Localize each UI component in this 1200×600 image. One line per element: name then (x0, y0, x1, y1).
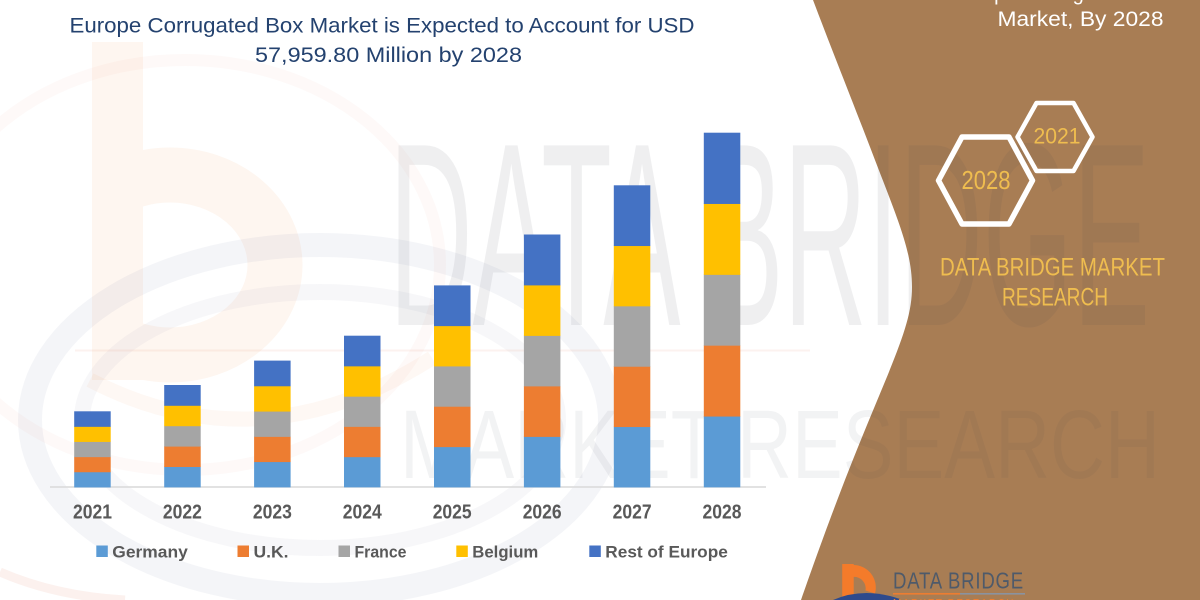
svg-text:2021: 2021 (73, 502, 112, 524)
svg-text:2026: 2026 (523, 502, 562, 524)
svg-text:Belgium: Belgium (472, 543, 538, 562)
svg-text:Europe Corrugated Box: Europe Corrugated Box (952, 0, 1164, 5)
svg-text:RESEARCH: RESEARCH (1002, 284, 1108, 312)
svg-text:2028: 2028 (703, 502, 742, 524)
svg-text:DATA BRIDGE: DATA BRIDGE (389, 90, 1150, 381)
svg-text:Germany: Germany (112, 543, 188, 562)
svg-text:Rest of Europe: Rest of Europe (605, 543, 728, 562)
svg-text:Europe Corrugated Box Market i: Europe Corrugated Box Market is Expected… (70, 14, 695, 38)
svg-text:2022: 2022 (163, 502, 202, 524)
svg-text:DATA BRIDGE MARKET: DATA BRIDGE MARKET (940, 254, 1165, 282)
svg-text:2027: 2027 (613, 502, 652, 524)
svg-text:France: France (355, 543, 407, 562)
svg-text:2025: 2025 (433, 502, 472, 524)
svg-text:2023: 2023 (253, 502, 292, 524)
svg-text:57,959.80 Million by 2028: 57,959.80 Million by 2028 (255, 43, 522, 67)
svg-text:MARKET RESEARCH: MARKET RESEARCH (893, 596, 1015, 600)
svg-text:2024: 2024 (343, 502, 383, 524)
svg-text:DATA BRIDGE: DATA BRIDGE (893, 568, 1024, 594)
svg-text:2028: 2028 (962, 165, 1011, 195)
svg-text:Market, By 2028: Market, By 2028 (998, 8, 1164, 31)
svg-text:2021: 2021 (1034, 124, 1081, 149)
svg-text:U.K.: U.K. (254, 543, 289, 562)
svg-text:MARKET RESEARCH: MARKET RESEARCH (400, 390, 1160, 499)
